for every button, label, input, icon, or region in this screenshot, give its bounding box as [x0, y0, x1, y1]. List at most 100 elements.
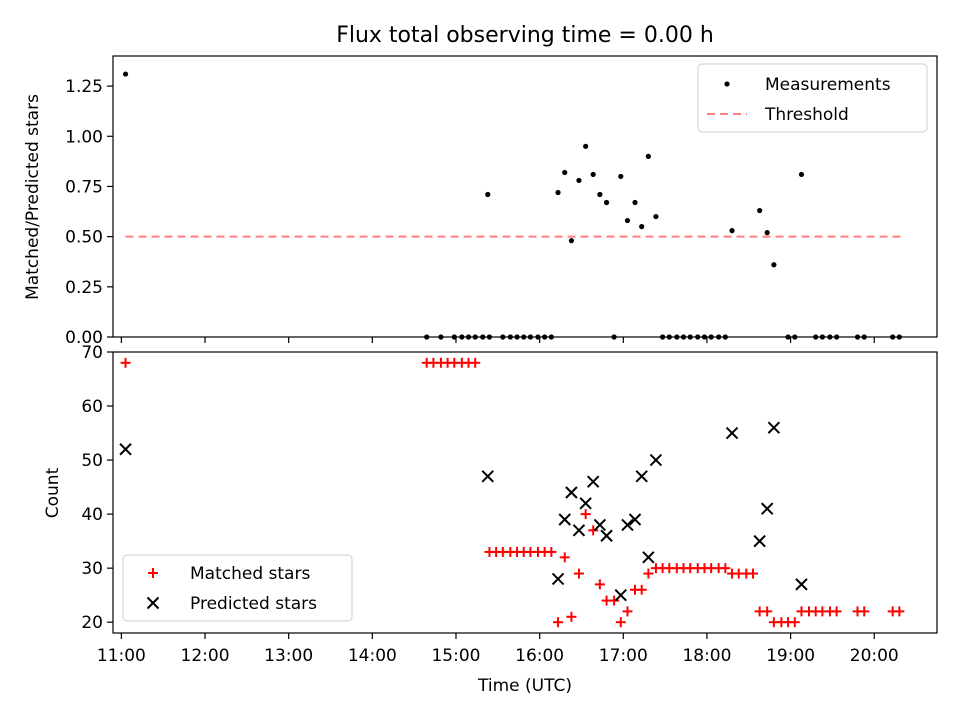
predicted-star-point	[551, 572, 565, 586]
top-y-label: Matched/Predicted stars	[23, 94, 43, 300]
predicted-star-point	[628, 513, 642, 526]
matched-star-point	[831, 606, 842, 617]
measurement-point	[597, 191, 603, 198]
matched-star-point	[859, 606, 870, 617]
measurement-point	[861, 334, 867, 340]
measurement-point	[527, 334, 534, 340]
top-legend: Measurements Threshold	[697, 63, 928, 133]
matched-star-point	[609, 595, 620, 606]
measurement-point	[424, 334, 430, 340]
measurement-point	[639, 224, 645, 230]
matched-star-point	[894, 606, 905, 617]
measurement-point	[708, 334, 714, 340]
measurement-point	[500, 334, 506, 340]
top-y-tick-label: 1.00	[65, 127, 103, 147]
x-axis-label: Time (UTC)	[477, 676, 572, 696]
legend-measurement-marker	[724, 81, 730, 87]
x-tick-label: 13:00	[264, 646, 313, 666]
matched-star-point	[747, 568, 758, 579]
matched-star-point	[789, 617, 800, 628]
measurement-point	[480, 334, 486, 340]
predicted-star-point	[767, 421, 781, 434]
matched-star-point	[615, 617, 626, 628]
measurement-point	[485, 191, 491, 198]
legend-threshold-label: Threshold	[764, 105, 849, 125]
measurement-point	[798, 171, 805, 178]
top-y-tick-label: 0.75	[65, 177, 103, 197]
measurement-point	[590, 171, 596, 178]
measurement-point	[438, 334, 444, 340]
measurement-point	[771, 262, 777, 268]
measurement-point	[542, 334, 548, 340]
x-tick-label: 19:00	[766, 646, 815, 666]
predicted-star-point	[621, 518, 634, 532]
measurement-point	[813, 334, 819, 340]
matched-star-point	[573, 568, 584, 579]
measurement-point	[562, 169, 568, 176]
measurement-point	[680, 334, 687, 340]
measurement-point	[764, 230, 770, 236]
predicted-star-point	[558, 513, 571, 526]
predicted-star-point	[642, 551, 655, 564]
chart-title: Flux total observing time = 0.00 h	[336, 23, 714, 48]
matched-star-point	[643, 568, 654, 579]
legend-plus-icon	[148, 568, 158, 578]
top-y-tick-label: 0.25	[65, 278, 103, 298]
predicted-star-point	[565, 486, 578, 499]
matched-star-point	[588, 525, 599, 536]
measurement-point	[695, 334, 701, 340]
measurement-point	[459, 334, 465, 340]
matched-star-point	[546, 546, 557, 557]
bottom-legend-box	[122, 554, 353, 622]
measurement-point	[722, 334, 728, 340]
legend-measurements-label: Measurements	[765, 75, 891, 95]
x-tick-label: 16:00	[515, 646, 564, 666]
measurement-point	[827, 334, 833, 340]
measurement-point	[486, 334, 493, 340]
measurement-point	[583, 143, 589, 149]
matched-star-point	[594, 579, 605, 590]
predicted-star-point	[586, 475, 600, 488]
bottom-y-tick-label: 30	[81, 559, 103, 579]
measurement-point	[576, 177, 582, 184]
matched-star-point	[559, 552, 570, 563]
measurement-point	[854, 334, 861, 340]
measurement-point	[674, 334, 680, 340]
measurement-point	[890, 334, 896, 340]
x-tick-label: 18:00	[682, 646, 731, 666]
measurement-point	[716, 334, 722, 340]
predicted-star-point	[635, 470, 648, 483]
bottom-legend: Matched stars Predicted stars	[122, 554, 353, 622]
measurement-point	[122, 71, 129, 77]
measurement-point	[507, 334, 513, 340]
top-axes: 0.00 0.25 0.50 0.75 1.00 1.25 Matched/Predict…	[23, 55, 938, 348]
measurement-point	[729, 228, 735, 234]
measurement-point	[603, 199, 610, 206]
bottom-y-tick-label: 40	[81, 505, 103, 525]
matched-star-point	[622, 606, 633, 617]
predicted-star-point	[593, 518, 607, 532]
measurement-point	[660, 334, 666, 340]
measurement-point	[834, 334, 840, 340]
measurement-point	[785, 334, 791, 340]
bottom-y-label: Count	[43, 467, 63, 518]
measurement-point	[514, 334, 520, 340]
predicted-star-point	[614, 588, 627, 602]
measurement-point	[465, 334, 472, 340]
measurement-point	[568, 238, 575, 244]
measurement-point	[618, 173, 624, 180]
predicted-star-point	[795, 578, 808, 591]
predicted-star-point	[760, 502, 774, 515]
x-tick-label: 20:00	[850, 646, 899, 666]
matched-star-point	[636, 584, 647, 595]
measurement-point	[632, 199, 638, 206]
x-tick-label: 17:00	[599, 646, 648, 666]
matched-star-point	[566, 611, 577, 622]
predicted-star-point	[481, 470, 494, 483]
measurement-point	[792, 334, 798, 340]
measurement-point	[819, 334, 825, 340]
matched-star-point	[762, 606, 773, 617]
bottom-y-tick-label: 20	[81, 613, 103, 633]
measurement-point	[896, 334, 902, 340]
